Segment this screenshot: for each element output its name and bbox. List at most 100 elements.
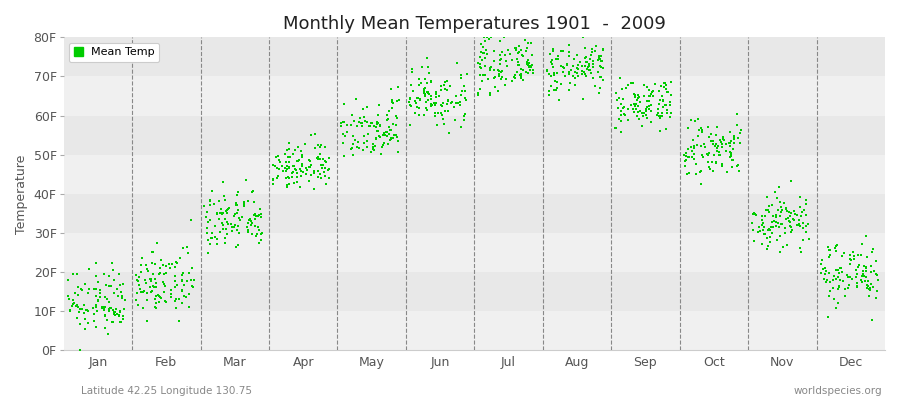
Point (143, 276, 157, 282)
Point (554, 47, 568, 54)
Point (840, 272, 854, 278)
Point (613, 74, 627, 81)
Point (455, 88, 470, 94)
Point (656, 97, 670, 104)
Point (428, 112, 442, 119)
Point (285, 170, 300, 176)
Point (772, 224, 787, 230)
Point (104, 318, 119, 325)
Point (709, 144, 724, 151)
Point (694, 181, 708, 187)
Point (680, 146, 695, 152)
Point (486, 58, 500, 64)
Point (593, 58, 608, 64)
Point (389, 113, 403, 119)
Point (245, 189, 259, 195)
Point (799, 201, 814, 208)
Point (677, 152, 691, 158)
Point (841, 285, 855, 291)
Point (713, 136, 727, 143)
Point (307, 170, 321, 176)
Point (249, 232, 264, 239)
Point (847, 256, 861, 263)
Point (706, 168, 720, 174)
Point (851, 262, 866, 268)
Point (827, 273, 842, 280)
Point (488, 74, 502, 80)
Point (418, 85, 432, 92)
Point (636, 93, 651, 100)
Point (371, 112, 385, 118)
Point (662, 99, 677, 105)
Point (272, 166, 286, 172)
Point (652, 97, 667, 104)
Point (230, 192, 244, 198)
Point (382, 131, 396, 137)
Point (295, 154, 310, 161)
Point (477, 34, 491, 40)
Point (815, 256, 830, 263)
Point (101, 330, 115, 337)
Point (107, 276, 122, 283)
Point (630, 113, 644, 119)
Point (252, 240, 266, 246)
Point (702, 134, 716, 140)
Point (138, 276, 152, 283)
Point (454, 92, 468, 99)
Point (640, 115, 654, 121)
Point (172, 318, 186, 324)
Point (438, 86, 453, 92)
Point (71, 304, 86, 310)
Point (109, 306, 123, 312)
Point (488, 83, 502, 90)
Point (146, 249, 160, 255)
Point (434, 83, 448, 90)
Point (631, 109, 645, 115)
Point (689, 171, 704, 178)
Point (498, 52, 512, 58)
Point (706, 138, 720, 144)
Point (557, 64, 572, 71)
Point (832, 276, 847, 283)
Point (367, 122, 382, 129)
Point (181, 250, 195, 257)
Point (521, 62, 535, 68)
Point (716, 140, 730, 147)
Point (169, 296, 184, 302)
Point (106, 310, 121, 317)
Point (282, 165, 296, 172)
Point (571, 72, 585, 79)
Point (471, 60, 485, 66)
Point (420, 89, 435, 95)
Point (562, 42, 577, 48)
Point (575, 68, 590, 74)
Point (562, 49, 576, 56)
Point (175, 278, 189, 284)
Point (647, 81, 662, 87)
Point (271, 152, 285, 159)
Point (552, 96, 566, 103)
Point (578, 55, 592, 62)
Point (642, 106, 656, 112)
Point (761, 243, 776, 249)
Point (215, 211, 230, 217)
Point (281, 154, 295, 160)
Point (508, 75, 522, 82)
Point (150, 292, 165, 298)
Point (253, 206, 267, 212)
Point (781, 215, 796, 222)
Point (838, 286, 852, 293)
Point (681, 154, 696, 160)
Point (103, 272, 117, 279)
Point (550, 84, 564, 91)
Point (271, 173, 285, 179)
Point (237, 199, 251, 205)
Point (516, 67, 530, 73)
Point (104, 282, 118, 289)
Point (77, 302, 92, 309)
Point (418, 86, 432, 92)
Point (570, 70, 584, 76)
Point (382, 137, 397, 143)
Point (687, 151, 701, 157)
Point (472, 54, 487, 60)
